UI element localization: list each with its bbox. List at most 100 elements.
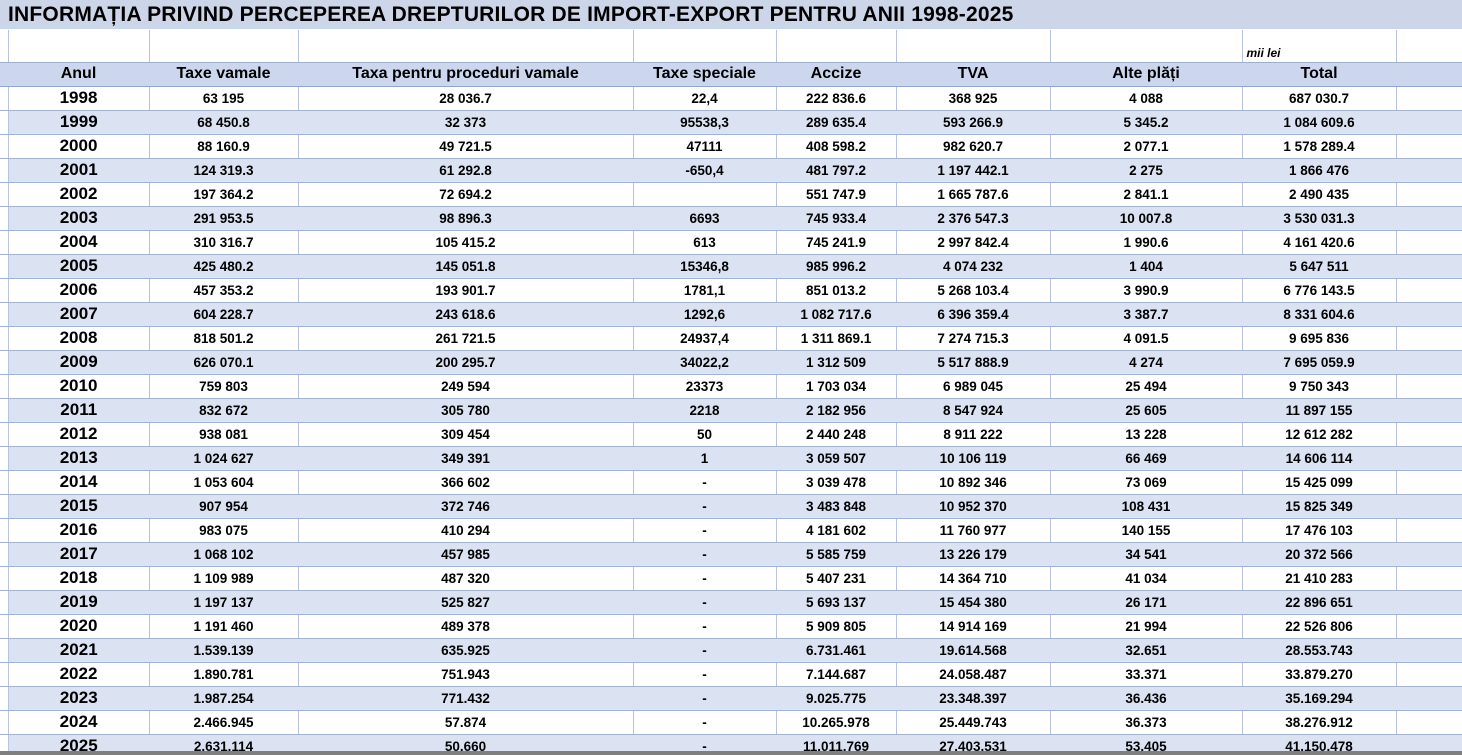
cell-taxe-speciale[interactable]: - [633, 614, 777, 639]
cell-total[interactable]: 6 776 143.5 [1242, 278, 1397, 303]
cell-accize[interactable]: 289 635.4 [776, 110, 896, 135]
cell-accize[interactable]: 3 059 507 [776, 446, 896, 471]
cell-taxe-vamale[interactable]: 907 954 [149, 494, 298, 519]
cell-taxa-proceduri[interactable]: 305 780 [298, 398, 633, 423]
cell-taxe-speciale[interactable]: - [633, 590, 776, 615]
cell-accize[interactable]: 408 598.2 [776, 134, 897, 159]
cell-alte-plati[interactable]: 140 155 [1050, 518, 1243, 543]
cell-total[interactable]: 2 490 435 [1242, 182, 1397, 207]
cell-taxa-proceduri[interactable]: 751.943 [298, 662, 634, 687]
cell-taxe-speciale[interactable]: 23373 [633, 374, 777, 399]
column-header-total[interactable]: Total [1242, 62, 1396, 87]
cell-taxe-vamale[interactable]: 626 070.1 [149, 350, 298, 375]
column-header-taxe-speciale[interactable]: Taxe speciale [633, 62, 776, 87]
cell-taxe-speciale[interactable]: 1781,1 [633, 278, 777, 303]
empty-cell[interactable] [1396, 686, 1462, 711]
cell-taxe-vamale[interactable]: 425 480.2 [149, 254, 298, 279]
cell-taxe-vamale[interactable]: 1.890.781 [149, 662, 299, 687]
cell-accize[interactable]: 551 747.9 [776, 182, 897, 207]
cell-taxe-speciale[interactable] [633, 182, 777, 207]
cell-taxe-speciale[interactable]: 613 [633, 230, 777, 255]
unit-note[interactable]: mii lei [1242, 30, 1397, 63]
cell-taxe-speciale[interactable]: - [633, 518, 777, 543]
empty-cell[interactable] [1396, 278, 1462, 303]
empty-cell[interactable] [896, 30, 1051, 63]
cell-alte-plati[interactable]: 26 171 [1050, 590, 1242, 615]
cell-total[interactable]: 41.150.478 [1242, 734, 1396, 755]
cell-tva[interactable]: 2 997 842.4 [896, 230, 1051, 255]
cell-anul[interactable]: 2017 [8, 542, 149, 567]
cell-tva[interactable]: 4 074 232 [896, 254, 1050, 279]
cell-total[interactable]: 20 372 566 [1242, 542, 1396, 567]
cell-anul[interactable]: 2025 [8, 734, 149, 755]
cell-tva[interactable]: 10 952 370 [896, 494, 1050, 519]
cell-total[interactable]: 1 084 609.6 [1242, 110, 1396, 135]
cell-tva[interactable]: 6 396 359.4 [896, 302, 1050, 327]
cell-anul[interactable]: 1998 [8, 86, 150, 111]
empty-cell[interactable] [633, 30, 777, 63]
cell-tva[interactable]: 13 226 179 [896, 542, 1050, 567]
cell-taxe-vamale[interactable]: 197 364.2 [149, 182, 299, 207]
cell-taxa-proceduri[interactable]: 261 721.5 [298, 326, 634, 351]
cell-taxe-vamale[interactable]: 310 316.7 [149, 230, 299, 255]
empty-cell[interactable] [1396, 326, 1462, 351]
empty-cell[interactable] [8, 30, 150, 63]
cell-taxa-proceduri[interactable]: 72 694.2 [298, 182, 634, 207]
cell-accize[interactable]: 1 082 717.6 [776, 302, 896, 327]
cell-taxe-speciale[interactable]: 2218 [633, 398, 776, 423]
cell-taxa-proceduri[interactable]: 457 985 [298, 542, 633, 567]
cell-tva[interactable]: 982 620.7 [896, 134, 1051, 159]
cell-anul[interactable]: 2020 [8, 614, 150, 639]
cell-alte-plati[interactable]: 4 088 [1050, 86, 1243, 111]
cell-tva[interactable]: 25.449.743 [896, 710, 1051, 735]
cell-taxe-vamale[interactable]: 1.539.139 [149, 638, 298, 663]
cell-alte-plati[interactable]: 4 274 [1050, 350, 1242, 375]
cell-anul[interactable]: 2001 [8, 158, 149, 183]
cell-taxa-proceduri[interactable]: 98 896.3 [298, 206, 633, 231]
cell-alte-plati[interactable]: 1 990.6 [1050, 230, 1243, 255]
empty-cell[interactable] [1396, 422, 1462, 447]
cell-taxe-speciale[interactable]: 1292,6 [633, 302, 776, 327]
cell-accize[interactable]: 3 483 848 [776, 494, 896, 519]
cell-taxa-proceduri[interactable]: 366 602 [298, 470, 634, 495]
cell-taxe-speciale[interactable]: 50 [633, 422, 777, 447]
cell-taxe-vamale[interactable]: 1 024 627 [149, 446, 298, 471]
cell-alte-plati[interactable]: 13 228 [1050, 422, 1243, 447]
cell-taxe-speciale[interactable]: - [633, 686, 776, 711]
cell-total[interactable]: 17 476 103 [1242, 518, 1397, 543]
cell-anul[interactable]: 2003 [8, 206, 149, 231]
column-header-tva[interactable]: TVA [896, 62, 1050, 87]
cell-taxa-proceduri[interactable]: 50.660 [298, 734, 633, 755]
cell-tva[interactable]: 10 106 119 [896, 446, 1050, 471]
cell-anul[interactable]: 2010 [8, 374, 150, 399]
cell-alte-plati[interactable]: 34 541 [1050, 542, 1242, 567]
cell-total[interactable]: 1 866 476 [1242, 158, 1396, 183]
cell-accize[interactable]: 5 585 759 [776, 542, 896, 567]
cell-total[interactable]: 12 612 282 [1242, 422, 1397, 447]
cell-taxe-vamale[interactable]: 2.631.114 [149, 734, 298, 755]
empty-cell[interactable] [1050, 30, 1243, 63]
cell-accize[interactable]: 2 440 248 [776, 422, 897, 447]
cell-anul[interactable]: 2016 [8, 518, 150, 543]
cell-taxa-proceduri[interactable]: 372 746 [298, 494, 633, 519]
cell-accize[interactable]: 851 013.2 [776, 278, 897, 303]
cell-taxe-vamale[interactable]: 1 068 102 [149, 542, 298, 567]
cell-accize[interactable]: 4 181 602 [776, 518, 897, 543]
cell-total[interactable]: 21 410 283 [1242, 566, 1397, 591]
cell-anul[interactable]: 2012 [8, 422, 150, 447]
cell-total[interactable]: 1 578 289.4 [1242, 134, 1397, 159]
cell-anul[interactable]: 2018 [8, 566, 150, 591]
cell-taxe-vamale[interactable]: 1.987.254 [149, 686, 298, 711]
cell-accize[interactable]: 5 407 231 [776, 566, 897, 591]
cell-total[interactable]: 687 030.7 [1242, 86, 1397, 111]
cell-taxe-speciale[interactable]: - [633, 734, 776, 755]
cell-tva[interactable]: 10 892 346 [896, 470, 1051, 495]
cell-taxe-vamale[interactable]: 759 803 [149, 374, 299, 399]
cell-alte-plati[interactable]: 2 077.1 [1050, 134, 1243, 159]
column-header-taxa-proceduri[interactable]: Taxa pentru proceduri vamale [298, 62, 633, 87]
cell-taxe-vamale[interactable]: 2.466.945 [149, 710, 299, 735]
cell-taxa-proceduri[interactable]: 105 415.2 [298, 230, 634, 255]
cell-taxe-vamale[interactable]: 124 319.3 [149, 158, 298, 183]
column-header-taxe-vamale[interactable]: Taxe vamale [149, 62, 298, 87]
cell-anul[interactable]: 2024 [8, 710, 150, 735]
